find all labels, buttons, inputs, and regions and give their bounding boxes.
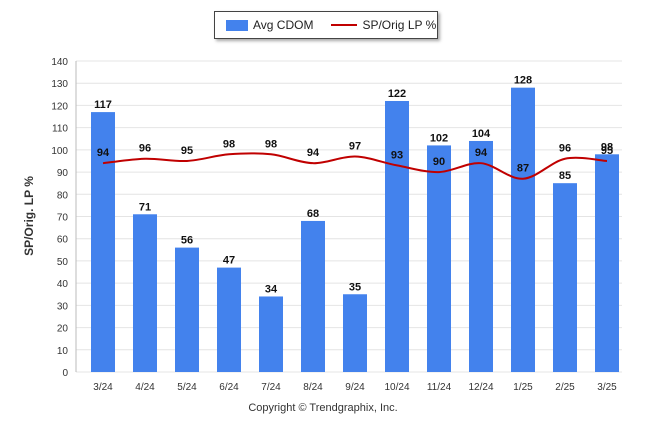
copyright-text: Copyright © Trendgraphix, Inc. [248,402,398,414]
bar [91,112,115,372]
bar [427,145,451,372]
y-tick-label: 10 [57,346,69,357]
bar [301,220,325,372]
legend: Avg CDOM SP/Orig LP % [214,11,438,39]
x-tick-label: 1/25 [513,382,533,393]
y-tick-label: 120 [51,101,68,112]
y-tick-label: 0 [62,368,68,379]
bar-value-label: 85 [559,170,571,182]
bar [133,214,157,372]
y-tick-label: 80 [57,190,69,201]
bar [469,140,493,372]
y-tick-label: 140 [51,57,68,68]
y-tick-label: 110 [52,124,68,135]
bar-value-label: 71 [139,201,151,213]
bar-value-label: 104 [472,128,491,140]
line-value-label: 97 [349,141,361,153]
line-value-label: 94 [475,147,488,159]
bar [259,296,283,372]
x-tick-label: 3/25 [597,382,617,393]
x-tick-label: 5/24 [177,382,197,393]
y-tick-label: 60 [57,235,69,246]
x-tick-label: 6/24 [219,382,239,393]
line-value-label: 95 [601,145,613,157]
bar-value-label: 47 [223,255,235,267]
x-tick-label: 3/24 [93,382,113,393]
x-tick-label: 8/24 [303,382,323,393]
legend-item-bar[interactable]: Avg CDOM [215,18,313,32]
x-tick-label: 9/24 [345,382,365,393]
bar [343,294,367,372]
line-value-label: 94 [307,147,320,159]
x-tick-label: 4/24 [135,382,155,393]
y-tick-label: 70 [57,213,69,224]
bar-series [91,87,619,373]
bar [217,267,241,372]
bar [553,183,577,372]
x-tick-label: 7/24 [261,382,281,393]
bar [175,247,199,372]
legend-item-line[interactable]: SP/Orig LP % [313,18,436,32]
y-tick-label: 90 [57,168,69,179]
line-value-label: 96 [139,143,151,155]
bar-data-labels: 117 71 56 47 34 68 35 122 102 104 128 85 98 [94,75,613,296]
bar-value-label: 98 [601,141,613,153]
line-series-path [102,152,608,180]
line-value-label: 94 [97,147,110,159]
x-axis-ticks: 3/24 4/24 5/24 6/24 7/24 8/24 9/24 10/24 11/24 12… [93,382,617,393]
bar-value-label: 56 [181,235,193,247]
y-axis-label: SP/Orig. LP % [22,176,36,256]
y-tick-label: 30 [57,301,69,312]
line-value-label: 96 [559,143,571,155]
y-tick-label: 40 [57,279,69,290]
legend-line-label: SP/Orig LP % [362,18,437,32]
bar-value-label: 68 [307,208,319,220]
x-tick-label: 2/25 [555,382,575,393]
y-tick-label: 100 [51,146,68,157]
legend-line-swatch [331,24,358,26]
bar-value-label: 117 [94,99,112,111]
y-tick-label: 20 [57,324,69,335]
bar [385,100,409,372]
bar-value-label: 102 [430,132,448,144]
y-tick-label: 130 [51,79,68,90]
bar [511,87,535,373]
bar-value-label: 128 [514,75,532,87]
bar-value-label: 34 [265,283,278,295]
y-tick-label: 50 [57,257,69,268]
legend-bar-label: Avg CDOM [253,18,314,32]
line-value-label: 95 [181,145,193,157]
y-axis-ticks: 0 10 20 30 40 50 60 70 80 90 100 110 120 130 140 [51,57,68,379]
bar [595,154,619,372]
line-series [102,152,608,180]
legend-bar-swatch [226,19,248,31]
bar-value-label: 122 [388,88,406,100]
bar-value-label: 35 [349,281,361,293]
x-tick-label: 11/24 [427,382,452,393]
line-value-label: 90 [433,156,445,168]
line-value-label: 98 [265,138,277,150]
line-value-label: 98 [223,138,235,150]
x-tick-label: 12/24 [468,382,493,393]
line-value-label: 87 [517,163,529,175]
x-tick-label: 10/24 [384,382,409,393]
line-value-label: 93 [391,149,403,161]
